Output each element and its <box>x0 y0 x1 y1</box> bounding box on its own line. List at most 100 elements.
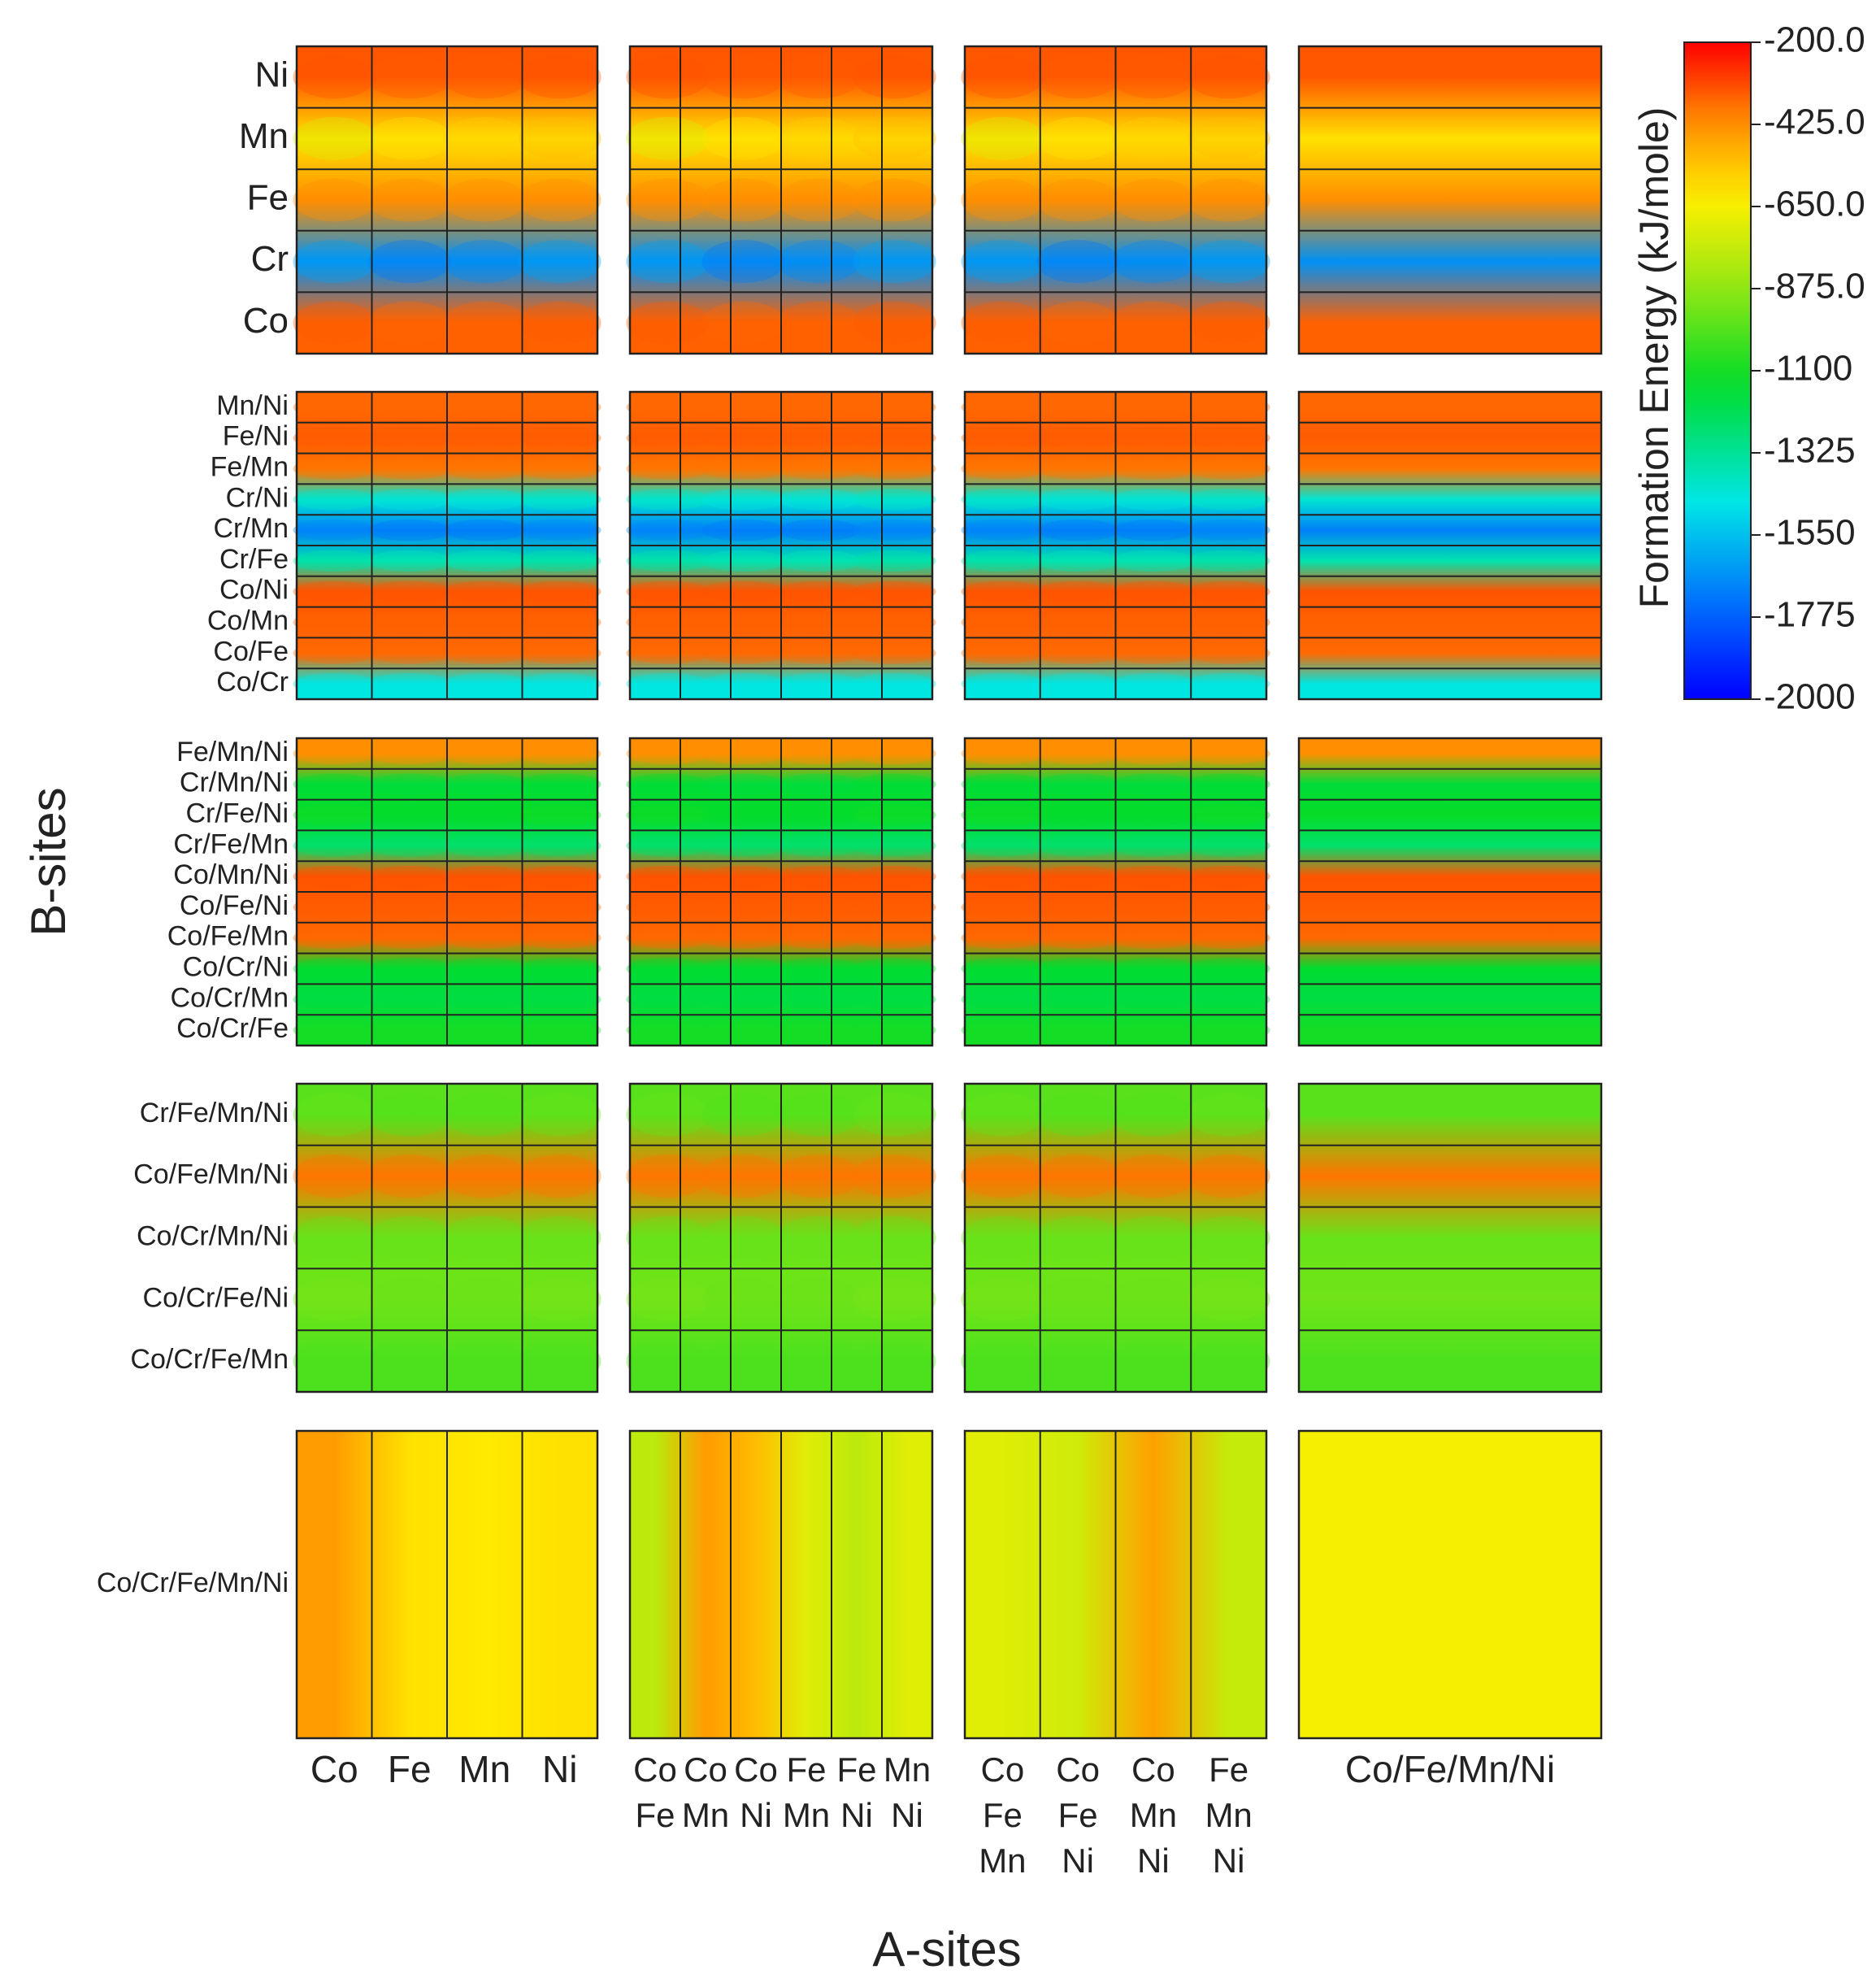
heatmap-hotspot <box>293 804 376 826</box>
heatmap-hotspot <box>518 804 601 826</box>
heatmap-hotspot <box>1187 865 1270 888</box>
column-tick-label: Ni <box>1213 1841 1245 1880</box>
heatmap-hotspot <box>367 489 451 511</box>
panel-frame <box>628 390 934 701</box>
heatmap-hotspot <box>518 642 601 664</box>
heatmap-hotspot <box>1187 1154 1270 1198</box>
heatmap-hotspot <box>777 580 861 602</box>
heatmap-hotspot <box>777 804 861 826</box>
heatmap-hotspot <box>367 55 451 99</box>
heatmap-hotspot <box>853 240 936 284</box>
colorbar-tick-label: -2000 <box>1764 677 1856 717</box>
heatmap-hotspot <box>777 396 861 419</box>
row-label: Co/Cr/Fe/Mn/Ni <box>97 1567 289 1598</box>
heatmap-hotspot <box>1111 116 1195 160</box>
heatmap-hotspot <box>293 396 376 419</box>
panel-quaternary-binary <box>626 1082 936 1394</box>
heatmap-hotspot <box>777 742 861 765</box>
heatmap-hotspot <box>1036 178 1120 222</box>
heatmap-hotspot <box>293 927 376 949</box>
heatmap-hotspot <box>961 519 1044 541</box>
panel-single-ternary <box>961 45 1270 355</box>
heatmap-hotspot <box>961 896 1044 919</box>
heatmap-hotspot <box>626 896 710 919</box>
heatmap-hotspot <box>701 896 785 919</box>
heatmap-hotspot <box>518 396 601 419</box>
heatmap-hotspot <box>293 1215 376 1260</box>
column-tick-labels: Co Fe Mn Ni CoFeCoMnCoNiFeMnFeNiMnNiCoFeMnCo… <box>310 1748 1555 1880</box>
heatmap-hotspot <box>626 580 710 602</box>
heatmap-hotspot <box>777 1339 861 1383</box>
heatmap-hotspot <box>518 1277 601 1321</box>
heatmap-hotspot <box>367 1019 451 1041</box>
heatmap-hotspot <box>1036 396 1120 419</box>
heatmap-hotspot <box>777 989 861 1011</box>
heatmap-hotspot <box>777 927 861 949</box>
row-label: Co/Cr <box>216 667 289 698</box>
heatmap-hotspot <box>626 865 710 888</box>
colorbar-gradient <box>1683 41 1752 700</box>
column-tick-label: Fe <box>983 1796 1023 1834</box>
heatmap-hotspot <box>1036 1093 1120 1137</box>
heatmap-hotspot <box>961 550 1044 572</box>
heatmap-hotspot <box>626 396 710 419</box>
heatmap-hotspot <box>853 519 936 541</box>
heatmap-hotspot <box>1036 835 1120 857</box>
column-tick-label: Ni <box>542 1748 577 1790</box>
heatmap-cell <box>1299 46 1601 354</box>
heatmap-hotspot <box>961 580 1044 602</box>
heatmap-hotspot <box>293 1019 376 1041</box>
heatmap-hotspot <box>777 773 861 795</box>
heatmap-hotspot <box>367 240 451 284</box>
heatmap-hotspot <box>701 804 785 826</box>
heatmap-hotspot <box>626 427 710 449</box>
heatmap-hotspot <box>777 550 861 572</box>
heatmap-hotspot <box>293 989 376 1011</box>
row-label: Fe/Mn <box>211 451 289 482</box>
heatmap-hotspot <box>443 773 527 795</box>
heatmap-hotspot <box>853 927 936 949</box>
column-tick-label: Ni <box>1137 1841 1170 1880</box>
heatmap-hotspot <box>1111 550 1195 572</box>
heatmap-hotspot <box>1111 458 1195 480</box>
heatmap-hotspot <box>1036 1277 1120 1321</box>
heatmap-hotspot <box>701 1019 785 1041</box>
heatmap-hotspot <box>853 1339 936 1383</box>
heatmap-hotspot <box>626 178 710 222</box>
heatmap-hotspot <box>1111 301 1195 345</box>
heatmap-hotspot <box>1187 116 1270 160</box>
heatmap-hotspot <box>701 427 785 449</box>
heatmap-hotspot <box>626 240 710 284</box>
row-label: Co/Fe/Mn <box>167 921 289 952</box>
heatmap-hotspot <box>1187 301 1270 345</box>
heatmap-hotspot <box>443 1277 527 1321</box>
heatmap-hotspot <box>961 958 1044 980</box>
heatmap-hotspot <box>518 611 601 633</box>
heatmap-hotspot <box>293 489 376 511</box>
heatmap-hotspot <box>853 427 936 449</box>
heatmap-hotspot <box>443 989 527 1011</box>
heatmap-panels <box>293 45 1603 1740</box>
colorbar-tick-label: -1775 <box>1764 595 1856 635</box>
heatmap-hotspot <box>626 742 710 765</box>
heatmap-hotspot <box>1111 178 1195 222</box>
heatmap-hotspot <box>1111 989 1195 1011</box>
heatmap-hotspot <box>777 178 861 222</box>
heatmap-hotspot <box>1036 611 1120 633</box>
heatmap-hotspot <box>1111 642 1195 664</box>
panel-frame <box>1297 1082 1603 1394</box>
row-label: Co/Fe/Mn/Ni <box>133 1159 289 1190</box>
heatmap-hotspot <box>293 301 376 345</box>
heatmap-hotspot <box>367 550 451 572</box>
heatmap-hotspot <box>1187 178 1270 222</box>
heatmap-hotspot <box>961 927 1044 949</box>
row-label: Co/Cr/Fe/Mn <box>130 1344 289 1375</box>
heatmap-hotspot <box>626 489 710 511</box>
heatmap-hotspot <box>701 642 785 664</box>
heatmap-hotspot <box>518 1339 601 1383</box>
heatmap-hotspot <box>626 611 710 633</box>
heatmap-hotspot <box>961 1093 1044 1137</box>
heatmap-hotspot <box>961 1277 1044 1321</box>
heatmap-hotspot <box>293 672 376 695</box>
